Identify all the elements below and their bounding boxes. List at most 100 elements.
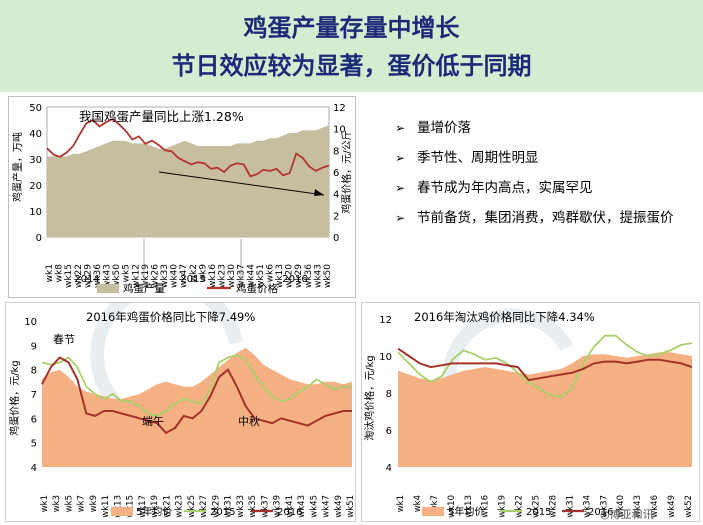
x-tick-label: wk13 [113, 495, 123, 518]
production-area [47, 125, 329, 237]
bullet-item: ➢ 节前备货，集团消费，鸡群歇伏，提振蛋价 [395, 210, 674, 226]
year-label: 2014 [74, 274, 99, 285]
arrow-bullet-icon: ➢ [395, 121, 406, 135]
chart-egg-price-panel: 2016年鸡蛋价格同比下降7.49% 4 5 6 7 8 9 10 鸡蛋价格，元/kg wk1 wk… [5, 278, 356, 522]
price-line [46, 117, 330, 178]
x-tick-label: wk36 [304, 264, 314, 288]
x-tick-label: wk43 [297, 495, 307, 518]
x-tick-label: wk29 [83, 264, 93, 288]
trend-arrow-line [158, 171, 325, 196]
bullet-item: ➢ 季节性、周期性明显 [395, 150, 539, 166]
x-tick-label: wk43 [313, 264, 323, 288]
legend-label-2015: 2015 [210, 507, 235, 518]
y-tick-label: 4 [31, 463, 37, 474]
y2-tick-label: 6 [333, 168, 339, 179]
line-2016 [397, 347, 693, 382]
y2-tick-label: 2 [333, 211, 339, 222]
x-tick-label: wk20 [285, 264, 295, 288]
x-tick-label: wk50 [323, 264, 333, 288]
x-tick-label: wk8 [55, 264, 65, 283]
slide-title-line1: 鸡蛋产量存量中增长 [243, 14, 460, 42]
x-tick-label: wk50 [112, 264, 122, 288]
arrow-bullet-icon: ➢ [395, 181, 406, 195]
x-tick-label: wk41 [285, 495, 295, 518]
annotation-dragon-boat: 端午 [142, 415, 164, 428]
y-tick-label: 9 [31, 341, 37, 352]
annotation-mid-autumn: 中秋 [238, 414, 260, 428]
y-tick-label: 7 [31, 390, 37, 401]
x-tick-label: wk7 [77, 495, 87, 512]
chart-production: 我国鸡蛋产量同比上涨1.28% 0 10 20 30 40 50 0 2 4 6 8 10 12 鸡蛋产量，… [11, 103, 353, 295]
x-tick-label: wk40 [616, 495, 626, 518]
x-tick-label: wk3 [52, 495, 62, 512]
legend-label-production: 鸡蛋产量 [123, 282, 165, 295]
bullet-list: ➢ 量增价落 ➢ 季节性、周期性明显 ➢ 春节成为年内高点，实属罕见 ➢ 节前备货，集团… [395, 118, 695, 238]
x-tick-label: wk52 [684, 495, 694, 518]
x-tick-label: wk43 [103, 264, 113, 288]
y-tick-label: 0 [36, 233, 42, 244]
y-tick-label: 20 [29, 181, 42, 192]
y-tick-label: 10 [29, 207, 42, 218]
y2-tick-label: 10 [333, 125, 346, 136]
x-tick-label: wk29 [211, 495, 221, 518]
slide-title-line2: 节日效应较为显著，蛋价低于同期 [171, 52, 532, 80]
y-tick-label: 8 [386, 389, 392, 400]
x-tick-label: wk22 [515, 495, 525, 518]
x-tick-label: wk1 [40, 495, 50, 512]
x-tick-label: wk25 [187, 495, 197, 518]
x-tick-label: wk19 [141, 264, 151, 288]
x-tick-label: wk13 [464, 495, 474, 518]
x-tick-label: wk40 [170, 264, 180, 288]
x-tick-label: wk47 [322, 495, 332, 518]
y-tick-label: 5 [31, 439, 37, 450]
title-banner [0, 0, 703, 92]
legend-label-2015: 2015 [526, 507, 551, 518]
x-tick-label: wk47 [179, 264, 189, 288]
x-tick-label: wk44 [246, 264, 256, 288]
y-axis-label: 鸡蛋价格，元/kg [8, 360, 21, 436]
chart-title: 2016年淘汰鸡价格同比下降4.34% [414, 310, 595, 324]
avg-area [42, 347, 352, 467]
line-2015 [41, 354, 352, 417]
x-tick-label: wk49 [334, 495, 344, 518]
x-tick-label: wk19 [498, 495, 508, 518]
x-tick-label: wk9 [89, 495, 99, 512]
x-tick-label: wk30 [227, 264, 237, 288]
line-2015 [397, 334, 693, 398]
x-tick-label: wk4 [413, 495, 423, 512]
x-tick-label: wk33 [236, 495, 246, 518]
annotation-spring-festival: 春节 [53, 333, 75, 346]
x-tick-label: wk51 [346, 495, 355, 518]
y2-tick-label: 8 [333, 146, 339, 157]
x-tick-label: wk45 [309, 495, 319, 518]
x-tick-label: wk10 [447, 495, 457, 518]
y-tick-label: 10 [379, 352, 392, 363]
x-tick-label: wk34 [582, 495, 592, 518]
x-tick-label: wk23 [175, 495, 185, 518]
x-tick-label: wk13 [275, 264, 285, 288]
x-tick-label: wk7 [430, 495, 440, 512]
legend-swatch-production [97, 284, 119, 293]
y2-tick-label: 4 [333, 190, 339, 201]
x-tick-label: wk28 [548, 495, 558, 518]
x-tick-label: wk31 [224, 495, 234, 518]
x-tick-label: wk27 [199, 495, 209, 518]
y-tick-label: 30 [29, 155, 42, 166]
x-tick-label: wk33 [160, 264, 170, 288]
legend-swatch-avg [111, 507, 133, 516]
bullet-item: ➢ 量增价落 [395, 120, 471, 136]
chart-title: 2016年鸡蛋价格同比下降7.49% [86, 310, 255, 324]
x-tick-label: wk16 [481, 495, 491, 518]
y2-tick-label: 12 [333, 103, 346, 114]
x-tick-label: wk9 [198, 264, 208, 283]
watermark: ◎博亚和讯 [600, 508, 654, 521]
y-tick-label: 6 [386, 426, 392, 437]
bullet-item: ➢ 春节成为年内高点，实属罕见 [395, 180, 593, 196]
x-tick-label: wk12 [131, 264, 141, 288]
x-tick-label: wk43 [633, 495, 643, 518]
x-tick-label: wk5 [122, 264, 132, 282]
chart-production-panel: 我国鸡蛋产量同比上涨1.28% 0 10 20 30 40 50 0 2 4 6 8 10 12 鸡蛋产量，… [8, 96, 356, 298]
legend-label-price: 鸡蛋价格 [236, 282, 278, 295]
